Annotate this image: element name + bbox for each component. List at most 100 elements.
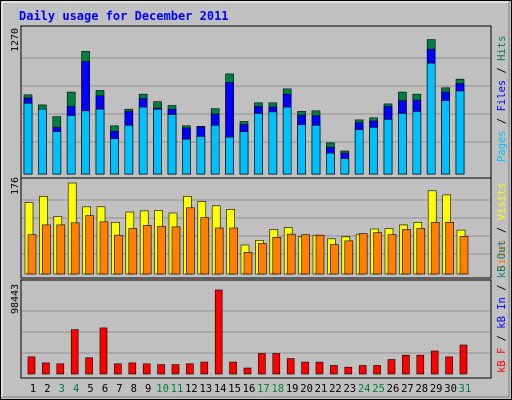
bar-kb-f-6 <box>99 327 108 375</box>
legend-sep-4: / <box>496 329 508 348</box>
bar-pages-18 <box>268 111 278 175</box>
x-tick-label-29: 29 <box>430 383 443 395</box>
y-max-label-kb: 98443 <box>10 284 21 314</box>
y-max-label-hits: 1270 <box>10 28 21 52</box>
bar-sites-24 <box>358 233 368 275</box>
bar-pages-24 <box>354 129 364 175</box>
bar-sites-31 <box>459 236 469 275</box>
bar-pages-8 <box>124 125 134 175</box>
x-tick-label-6: 6 <box>102 383 108 395</box>
bar-pages-5 <box>81 110 90 175</box>
bar-kb-f-3 <box>56 363 65 375</box>
x-tick-label-12: 12 <box>185 383 198 395</box>
bar-kb-f-28 <box>416 354 425 375</box>
bar-kb-f-16 <box>243 367 252 375</box>
x-tick-label-11: 11 <box>171 383 184 395</box>
bar-sites-27 <box>402 229 411 275</box>
x-tick-label-8: 8 <box>131 383 137 395</box>
legend-sep-2: / <box>496 61 508 80</box>
bar-sites-4 <box>70 222 80 275</box>
x-tick-label-25: 25 <box>372 383 385 395</box>
chart-title: Daily usage for December 2011 <box>19 9 229 23</box>
bar-sites-11 <box>171 226 181 275</box>
bar-kb-f-20 <box>301 361 309 375</box>
bar-pages-13 <box>196 136 206 175</box>
bar-pages-15 <box>225 136 234 175</box>
bar-pages-3 <box>52 131 62 175</box>
bar-pages-14 <box>210 125 220 175</box>
bar-sites-3 <box>56 224 66 275</box>
bar-kb-f-9 <box>142 363 151 375</box>
bar-sites-10 <box>157 226 166 275</box>
bar-kb-f-27 <box>402 354 410 375</box>
bar-sites-20 <box>301 234 310 275</box>
x-tick-label-27: 27 <box>401 383 414 395</box>
legend-files: Files <box>496 80 508 112</box>
bar-kb-f-13 <box>200 361 209 375</box>
x-tick-label-23: 23 <box>343 383 356 395</box>
bar-pages-7 <box>110 138 119 175</box>
x-tick-label-14: 14 <box>214 383 227 395</box>
bars-layer <box>23 39 469 375</box>
legend-kb: kB F / kB In / kB Out <box>496 240 508 373</box>
bar-pages-11 <box>167 114 177 175</box>
bar-pages-12 <box>182 138 191 175</box>
bar-kb-f-19 <box>286 358 295 375</box>
bar-sites-28 <box>416 228 426 275</box>
bar-kb-f-4 <box>70 329 79 375</box>
bar-kb-f-12 <box>186 363 194 375</box>
bar-sites-2 <box>42 224 51 275</box>
bar-kb-f-2 <box>42 362 50 375</box>
bar-pages-20 <box>297 124 306 175</box>
bar-kb-f-30 <box>445 356 453 375</box>
x-tick-label-9: 9 <box>145 383 151 395</box>
bar-sites-14 <box>214 227 224 275</box>
bar-pages-30 <box>441 100 450 175</box>
x-tick-label-16: 16 <box>243 383 256 395</box>
legend-sep-3: / <box>496 220 508 239</box>
x-tick-label-1: 1 <box>30 383 36 395</box>
bar-pages-2 <box>38 108 47 175</box>
bar-pages-27 <box>398 113 407 175</box>
x-tick-label-22: 22 <box>329 383 342 395</box>
bar-kb-f-11 <box>171 364 180 375</box>
x-tick-label-19: 19 <box>286 383 299 395</box>
bar-kb-f-10 <box>157 364 165 375</box>
bar-kb-f-22 <box>330 365 338 375</box>
bar-kb-f-31 <box>459 344 468 375</box>
bar-kb-f-14 <box>214 289 223 375</box>
bar-sites-6 <box>99 221 109 275</box>
bar-kb-f-17 <box>258 353 266 375</box>
x-tick-label-2: 2 <box>44 383 50 395</box>
bar-sites-1 <box>27 234 37 275</box>
bar-sites-13 <box>200 217 210 275</box>
bar-sites-19 <box>286 233 296 275</box>
x-tick-label-3: 3 <box>59 383 65 395</box>
x-tick-label-28: 28 <box>415 383 428 395</box>
bar-sites-16 <box>243 252 253 275</box>
bar-sites-5 <box>85 215 94 275</box>
bar-pages-21 <box>311 125 321 175</box>
bar-sites-29 <box>430 222 440 275</box>
bar-sites-26 <box>387 234 397 275</box>
bar-kb-f-15 <box>229 361 237 375</box>
legend-kb-out: kB Out <box>496 240 508 278</box>
bar-pages-1 <box>23 103 33 175</box>
bar-pages-4 <box>66 115 76 175</box>
bar-sites-18 <box>272 237 282 275</box>
bar-sites-9 <box>142 225 152 275</box>
bar-kb-f-5 <box>85 357 93 375</box>
bar-pages-31 <box>455 90 465 175</box>
bar-pages-17 <box>254 113 263 175</box>
bar-pages-9 <box>138 106 148 175</box>
x-tick-label-24: 24 <box>358 383 371 395</box>
bar-pages-6 <box>95 108 105 175</box>
legend-visits: Visits <box>496 182 508 220</box>
legend-sep-1: / <box>496 111 508 130</box>
bar-sites-7 <box>114 234 123 275</box>
bar-sites-25 <box>373 232 382 275</box>
x-tick-label-20: 20 <box>300 383 313 395</box>
legend-sep-5: / <box>496 278 508 297</box>
x-tick-label-30: 30 <box>444 383 457 395</box>
